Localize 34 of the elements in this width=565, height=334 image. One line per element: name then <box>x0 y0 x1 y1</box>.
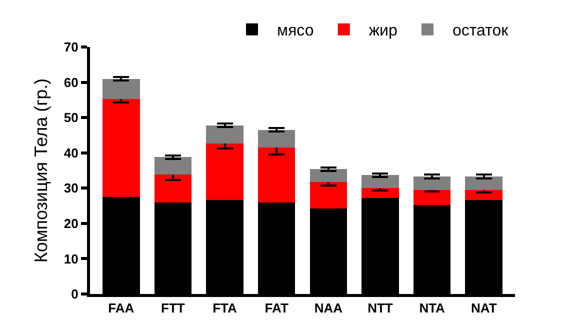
y-tick-label: 70 <box>64 40 78 55</box>
x-tick-label: NTT <box>368 300 393 316</box>
x-tick-label: NAT <box>471 300 497 316</box>
x-tick-label: NAA <box>314 300 344 316</box>
bar <box>413 176 451 190</box>
bar <box>465 176 503 190</box>
y-axis-title: Композиция Тела (гр.) <box>31 78 52 263</box>
bar <box>413 190 451 206</box>
bar <box>154 174 192 202</box>
y-tick-label: 20 <box>64 216 78 231</box>
bar <box>206 143 244 200</box>
x-tick-label: FAT <box>264 300 288 316</box>
legend-label: мясо <box>277 22 314 40</box>
bar <box>310 169 348 182</box>
bar <box>258 130 296 148</box>
bar <box>102 98 140 197</box>
y-tick-label: 0 <box>71 286 78 302</box>
y-tick-label: 50 <box>64 110 78 126</box>
bar <box>154 157 192 175</box>
legend-label: жир <box>368 22 398 40</box>
y-tick-label: 40 <box>64 145 78 160</box>
x-tick-label: FTT <box>161 300 185 316</box>
x-tick-label: FTA <box>212 300 238 316</box>
y-tick-label: 30 <box>64 180 78 196</box>
bar <box>102 78 140 99</box>
x-tick-label: NTA <box>419 300 446 316</box>
bar <box>310 182 348 208</box>
y-tick-label: 10 <box>64 251 78 266</box>
legend-label: остаток <box>452 22 510 40</box>
bar <box>206 125 244 144</box>
y-tick-label: 60 <box>64 74 78 90</box>
x-tick-label: FAA <box>108 300 135 316</box>
bar <box>258 148 296 202</box>
bar <box>362 175 399 188</box>
